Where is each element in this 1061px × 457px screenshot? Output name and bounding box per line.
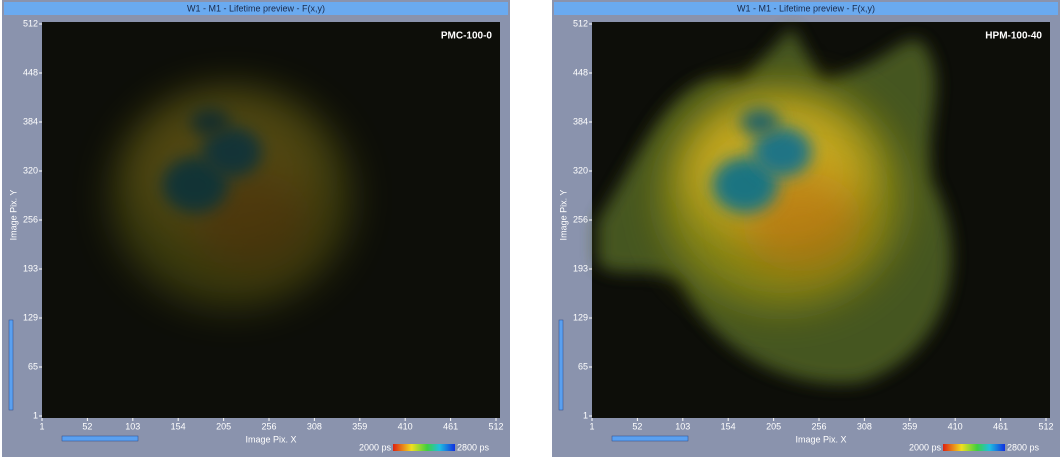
x-tick-label: 308 [857, 421, 872, 431]
y-tick-label: 193 [23, 263, 38, 273]
nucleus [752, 127, 812, 177]
colorbar-max-label: 2800 ps [457, 442, 490, 452]
nucleus [162, 157, 228, 213]
x-axis-label: Image Pix. X [245, 434, 296, 444]
y-axis-label: Image Pix. Y [558, 190, 568, 241]
window: W1 - M1 - Lifetime preview - F(x,y) HPM-1… [552, 0, 1060, 457]
cell-image [597, 27, 952, 384]
y-tick-label: 320 [23, 165, 38, 175]
nucleus [712, 157, 778, 213]
window: W1 - M1 - Lifetime preview - F(x,y) PMC-1… [2, 0, 510, 457]
x-tick-label: 103 [125, 421, 140, 431]
x-tick-label: 1 [39, 421, 44, 431]
y-tick-label: 384 [573, 116, 588, 126]
scroll-bar-vertical [558, 319, 564, 411]
x-tick-label: 512 [488, 421, 503, 431]
x-tick-label: 256 [811, 421, 826, 431]
x-tick-label: 410 [948, 421, 963, 431]
y-tick-label: 512 [573, 18, 588, 28]
x-tick-label: 410 [398, 421, 413, 431]
x-tick-label: 359 [902, 421, 917, 431]
image-label: PMC-100-0 [441, 31, 493, 42]
cell-image [112, 87, 352, 307]
y-tick-label: 320 [573, 165, 588, 175]
scroll-bar-vertical [8, 319, 14, 411]
y-tick-label: 1 [583, 410, 588, 420]
colorbar-max-label: 2800 ps [1007, 442, 1040, 452]
y-tick-label: 256 [23, 214, 38, 224]
colorbar [943, 444, 1005, 451]
nucleus [202, 127, 262, 177]
x-tick-label: 154 [171, 421, 186, 431]
x-tick-label: 154 [721, 421, 736, 431]
title-bar [4, 2, 508, 15]
x-tick-label: 1 [589, 421, 594, 431]
x-tick-label: 461 [993, 421, 1008, 431]
x-tick-label: 359 [352, 421, 367, 431]
x-axis-label: Image Pix. X [795, 434, 846, 444]
y-tick-label: 448 [23, 67, 38, 77]
y-tick-label: 1 [33, 410, 38, 420]
window-title: W1 - M1 - Lifetime preview - F(x,y) [737, 3, 875, 13]
y-tick-label: 256 [573, 214, 588, 224]
nucleus [190, 108, 230, 136]
y-tick-label: 193 [573, 263, 588, 273]
y-axis-label: Image Pix. Y [8, 190, 18, 241]
y-tick-label: 65 [28, 361, 38, 371]
nucleus [740, 108, 780, 136]
x-tick-label: 205 [216, 421, 231, 431]
x-tick-label: 103 [675, 421, 690, 431]
colorbar-min-label: 2000 ps [359, 442, 392, 452]
y-tick-label: 448 [573, 67, 588, 77]
x-tick-label: 52 [632, 421, 642, 431]
y-tick-label: 512 [23, 18, 38, 28]
colorbar [393, 444, 455, 451]
x-tick-label: 308 [307, 421, 322, 431]
x-tick-label: 205 [766, 421, 781, 431]
x-tick-label: 256 [261, 421, 276, 431]
scroll-bar-horizontal [611, 435, 689, 442]
x-tick-label: 461 [443, 421, 458, 431]
y-tick-label: 384 [23, 116, 38, 126]
colorbar-min-label: 2000 ps [909, 442, 942, 452]
image-label: HPM-100-40 [985, 31, 1042, 42]
y-tick-label: 65 [578, 361, 588, 371]
x-tick-label: 512 [1038, 421, 1053, 431]
x-tick-label: 52 [82, 421, 92, 431]
title-bar [554, 2, 1058, 15]
window-title: W1 - M1 - Lifetime preview - F(x,y) [187, 3, 325, 13]
y-tick-label: 129 [23, 312, 38, 322]
y-tick-label: 129 [573, 312, 588, 322]
scroll-bar-horizontal [61, 435, 139, 442]
